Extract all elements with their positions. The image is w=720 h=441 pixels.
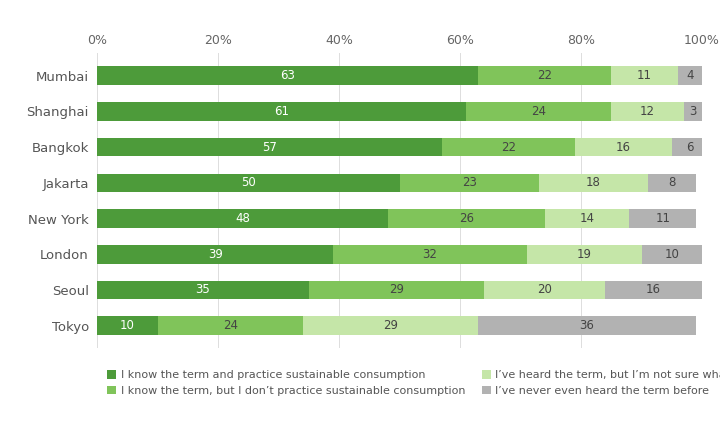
Bar (642, 245, 702, 264)
Text: 16: 16 (646, 284, 661, 296)
Text: 22: 22 (501, 141, 516, 153)
Text: 8: 8 (668, 176, 675, 189)
Bar (478, 66, 611, 85)
Bar (466, 102, 611, 121)
Text: 22: 22 (537, 69, 552, 82)
Bar (303, 316, 478, 335)
Bar (545, 209, 629, 228)
Bar (478, 316, 696, 335)
Text: 20: 20 (537, 284, 552, 296)
Text: 11: 11 (637, 69, 652, 82)
Bar (606, 280, 702, 299)
Text: 36: 36 (580, 319, 595, 332)
Bar (678, 66, 702, 85)
Text: 14: 14 (580, 212, 595, 225)
Text: 57: 57 (262, 141, 277, 153)
Bar (684, 102, 702, 121)
Bar (629, 209, 696, 228)
Bar (672, 138, 708, 157)
Text: 23: 23 (462, 176, 477, 189)
Bar (647, 173, 696, 192)
Bar (526, 245, 642, 264)
Text: 29: 29 (383, 319, 398, 332)
Text: 12: 12 (640, 105, 655, 118)
Bar (611, 102, 684, 121)
Bar (97, 102, 466, 121)
Text: 19: 19 (577, 248, 592, 261)
Bar (575, 138, 672, 157)
Text: 48: 48 (235, 212, 250, 225)
Bar (97, 138, 442, 157)
Bar (158, 316, 303, 335)
Text: 24: 24 (531, 105, 546, 118)
Text: 29: 29 (389, 284, 404, 296)
Bar (539, 173, 647, 192)
Text: 26: 26 (459, 212, 474, 225)
Bar (97, 66, 478, 85)
Bar (387, 209, 545, 228)
Text: 10: 10 (120, 319, 135, 332)
Bar (442, 138, 575, 157)
Bar (97, 280, 309, 299)
Text: 3: 3 (689, 105, 697, 118)
Bar (97, 173, 400, 192)
Text: 18: 18 (585, 176, 600, 189)
Bar (97, 209, 387, 228)
Text: 11: 11 (655, 212, 670, 225)
Text: 50: 50 (241, 176, 256, 189)
Text: 32: 32 (423, 248, 437, 261)
Text: 61: 61 (274, 105, 289, 118)
Text: 6: 6 (686, 141, 693, 153)
Bar (309, 280, 485, 299)
Bar (400, 173, 539, 192)
Text: 4: 4 (686, 69, 693, 82)
Legend: I know the term and practice sustainable consumption, I know the term, but I don: I know the term and practice sustainable… (103, 366, 720, 400)
Bar (485, 280, 606, 299)
Text: 39: 39 (207, 248, 222, 261)
Text: 35: 35 (196, 284, 210, 296)
Bar (333, 245, 526, 264)
Bar (97, 245, 333, 264)
Bar (611, 66, 678, 85)
Text: 63: 63 (280, 69, 295, 82)
Bar (97, 316, 158, 335)
Text: 24: 24 (222, 319, 238, 332)
Text: 10: 10 (665, 248, 679, 261)
Text: 16: 16 (616, 141, 631, 153)
